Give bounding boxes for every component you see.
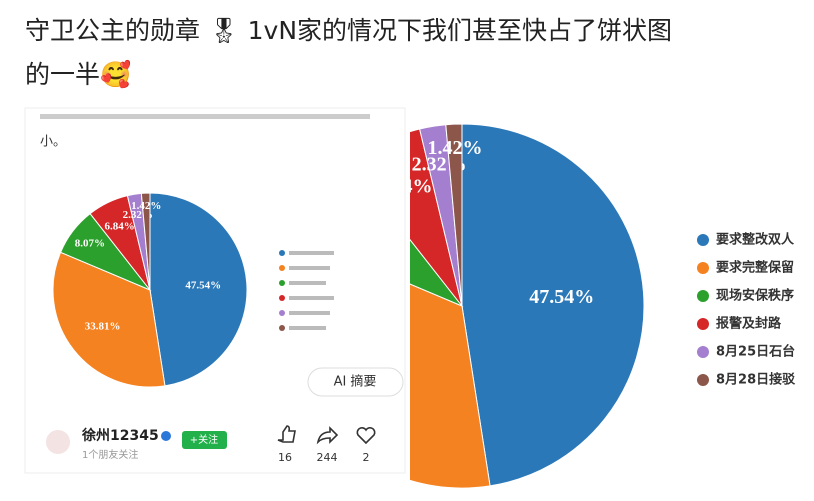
legend-dot bbox=[279, 325, 285, 331]
legend-blur bbox=[289, 311, 330, 315]
ai-button-label[interactable]: AI 摘要 bbox=[334, 374, 377, 390]
share-count: 244 bbox=[317, 451, 338, 464]
legend-label: 要求完整保留 bbox=[716, 260, 794, 276]
legend-blur bbox=[289, 251, 334, 255]
pie-slice bbox=[52, 251, 166, 388]
legend-label: 报警及封路 bbox=[716, 316, 782, 332]
favorite-icon[interactable] bbox=[356, 426, 376, 445]
pie-slice bbox=[445, 123, 463, 307]
slice-label: 1.42% bbox=[131, 200, 161, 212]
legend-dot bbox=[279, 250, 285, 256]
like-icon[interactable] bbox=[277, 425, 296, 443]
slice-label: 1.42% bbox=[428, 137, 483, 159]
left-pie: 47.54%33.81%8.07%6.84%2.32%1.42% bbox=[52, 192, 248, 388]
pie-slice bbox=[410, 283, 491, 489]
post-title: 的一半🥰 bbox=[25, 59, 131, 89]
pie-slice bbox=[140, 192, 151, 291]
right-pie: 47.54%33.81%8.07%6.84%2.32%1.42% bbox=[378, 123, 645, 489]
verified-icon bbox=[161, 431, 171, 441]
slice-label: 6.84% bbox=[378, 176, 433, 198]
share-icon[interactable] bbox=[316, 426, 339, 445]
avatar[interactable] bbox=[46, 430, 70, 454]
legend-dot bbox=[697, 346, 709, 358]
legend-label: 要求整改双人 bbox=[716, 232, 795, 248]
slice-label: 6.84% bbox=[105, 221, 135, 233]
follow-label[interactable]: +关注 bbox=[190, 433, 218, 446]
legend-blur bbox=[289, 266, 330, 270]
left-legend bbox=[279, 250, 334, 331]
legend-label: 现场安保秩序 bbox=[716, 288, 794, 304]
legend-label: 8月28日接驳 bbox=[716, 372, 796, 388]
post-title: 守卫公主的勋章 🎖 1vN家的情况下我们甚至快占了饼状图 bbox=[25, 16, 672, 45]
ai-button[interactable] bbox=[307, 367, 404, 397]
legend-dot bbox=[697, 234, 709, 246]
pie-slice bbox=[149, 192, 248, 387]
legend-dot bbox=[697, 262, 709, 274]
followers: 1个朋友关注 bbox=[82, 448, 138, 461]
follow-button[interactable] bbox=[182, 431, 227, 449]
legend-blur bbox=[289, 281, 326, 285]
post-text: 小。 bbox=[40, 135, 66, 150]
slice-label: 47.54% bbox=[185, 279, 221, 291]
like-count: 16 bbox=[278, 451, 292, 464]
legend-dot bbox=[697, 290, 709, 302]
legend-blur bbox=[289, 326, 326, 330]
legend-dot bbox=[279, 280, 285, 286]
legend-dot bbox=[279, 310, 285, 316]
slice-label: 33.81% bbox=[85, 321, 121, 333]
legend-dot bbox=[279, 295, 285, 301]
account-name[interactable]: 徐州12345 bbox=[81, 427, 159, 444]
favorite-count: 2 bbox=[363, 451, 370, 464]
legend-dot bbox=[697, 374, 709, 386]
pie-slice bbox=[461, 123, 645, 487]
legend-dot bbox=[279, 265, 285, 271]
legend-blur bbox=[289, 296, 334, 300]
legend-dot bbox=[697, 318, 709, 330]
slice-label: 8.07% bbox=[75, 238, 105, 250]
legend-label: 8月25日石台 bbox=[716, 344, 795, 360]
slice-label: 47.54% bbox=[529, 286, 594, 308]
blurred-text bbox=[40, 114, 370, 119]
right-image: 47.54%33.81%8.07%6.84%2.32%1.42% 要求整改双人要… bbox=[378, 110, 814, 497]
